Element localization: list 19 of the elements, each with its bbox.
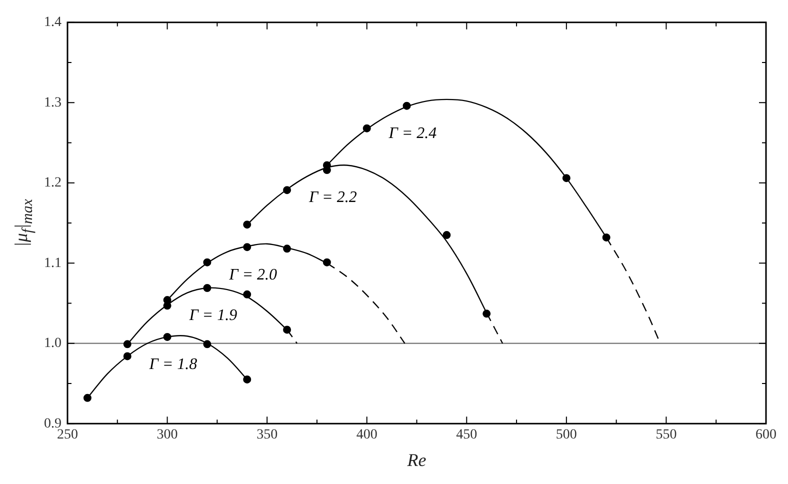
- x-tick-label: 550: [656, 428, 677, 443]
- x-tick-label: 500: [556, 428, 577, 443]
- x-tick-label: 300: [156, 428, 178, 443]
- annotation: Γ = 2.0: [228, 266, 278, 284]
- annotation: Γ = 1.8: [148, 356, 198, 374]
- y-tick-label: 1.3: [44, 95, 62, 110]
- annotation: Γ = 1.9: [188, 307, 238, 324]
- annotation: Γ = 2.4: [388, 125, 437, 142]
- x-tick-label: 600: [756, 428, 776, 443]
- y-tick-label: 1.2: [44, 176, 62, 191]
- y-tick-label: 1.4: [44, 15, 62, 30]
- x-tick-label: 400: [356, 428, 378, 443]
- x-tick-label: 350: [256, 428, 278, 443]
- annotation: Γ = 2.2: [308, 189, 357, 206]
- x-tick-label: 450: [456, 428, 478, 443]
- x-axis-title: Re: [406, 450, 426, 470]
- y-tick-label: 1.0: [44, 336, 62, 352]
- y-tick-label: 1.1: [44, 256, 62, 271]
- x-tick-label: 250: [57, 428, 78, 443]
